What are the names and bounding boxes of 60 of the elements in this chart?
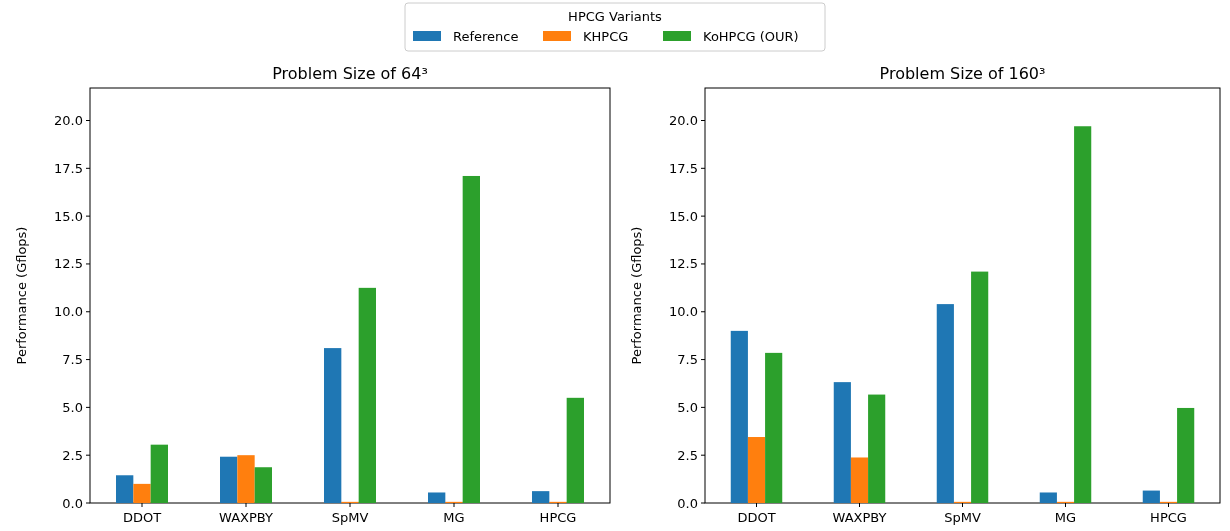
y-axis-title: Performance (Gflops) — [14, 226, 29, 365]
y-tick-label: 15.0 — [669, 208, 698, 224]
x-tick-label: SpMV — [944, 510, 981, 525]
x-tick-label: DDOT — [737, 510, 776, 525]
bar — [1074, 126, 1092, 503]
bar — [747, 437, 766, 503]
bar — [936, 304, 954, 503]
y-tick-label: 5.0 — [677, 399, 698, 415]
bar — [237, 455, 255, 503]
y-tick-label: 5.0 — [62, 399, 83, 415]
bar — [833, 382, 851, 503]
bar — [324, 348, 342, 503]
legend-title: HPCG Variants — [568, 9, 663, 24]
bar — [730, 330, 748, 503]
y-tick-label: 12.5 — [669, 256, 698, 272]
bar — [116, 475, 134, 503]
x-tick-label: HPCG — [539, 510, 577, 525]
y-tick-label: 2.5 — [677, 447, 698, 463]
y-tick-label: 12.5 — [54, 256, 83, 272]
y-tick-label: 20.0 — [54, 113, 83, 129]
bar — [971, 271, 989, 503]
bar — [850, 457, 869, 503]
bar — [462, 175, 480, 503]
y-tick-label: 7.5 — [677, 352, 698, 368]
x-tick-label: SpMV — [331, 510, 369, 525]
legend-label: KHPCG — [583, 29, 629, 44]
bar — [220, 456, 238, 503]
x-tick-label: MG — [1054, 510, 1077, 525]
bar — [428, 492, 446, 503]
y-tick-label: 15.0 — [54, 208, 83, 224]
bar — [150, 444, 168, 503]
bar — [254, 467, 272, 503]
x-tick-label: DDOT — [122, 510, 162, 525]
bar — [133, 483, 151, 503]
bar — [358, 287, 376, 503]
y-tick-label: 0.0 — [677, 495, 698, 511]
bar — [1177, 407, 1195, 503]
y-tick-label: 20.0 — [669, 113, 698, 129]
x-tick-label: WAXPBY — [219, 510, 274, 525]
bar — [765, 352, 783, 503]
y-tick-label: 2.5 — [62, 447, 83, 463]
y-tick-label: 7.5 — [62, 352, 83, 368]
bar — [868, 394, 886, 503]
x-tick-label: HPCG — [1150, 510, 1187, 525]
x-tick-label: MG — [443, 510, 465, 525]
bar — [566, 397, 584, 503]
y-tick-label: 17.5 — [669, 160, 698, 176]
x-tick-label: WAXPBY — [832, 510, 887, 525]
legend-label: Reference — [453, 29, 519, 44]
chart-title: Problem Size of 160³ — [879, 64, 1046, 83]
y-tick-label: 10.0 — [54, 304, 83, 320]
y-tick-label: 10.0 — [669, 304, 698, 320]
y-tick-label: 17.5 — [54, 160, 83, 176]
legend-label: KoHPCG (OUR) — [703, 29, 799, 44]
bar — [532, 491, 550, 503]
bar — [1142, 490, 1160, 503]
chart-title: Problem Size of 64³ — [272, 64, 428, 83]
y-axis-title: Performance (Gflops) — [629, 226, 644, 365]
bar — [1039, 492, 1057, 503]
y-tick-label: 0.0 — [62, 495, 83, 511]
